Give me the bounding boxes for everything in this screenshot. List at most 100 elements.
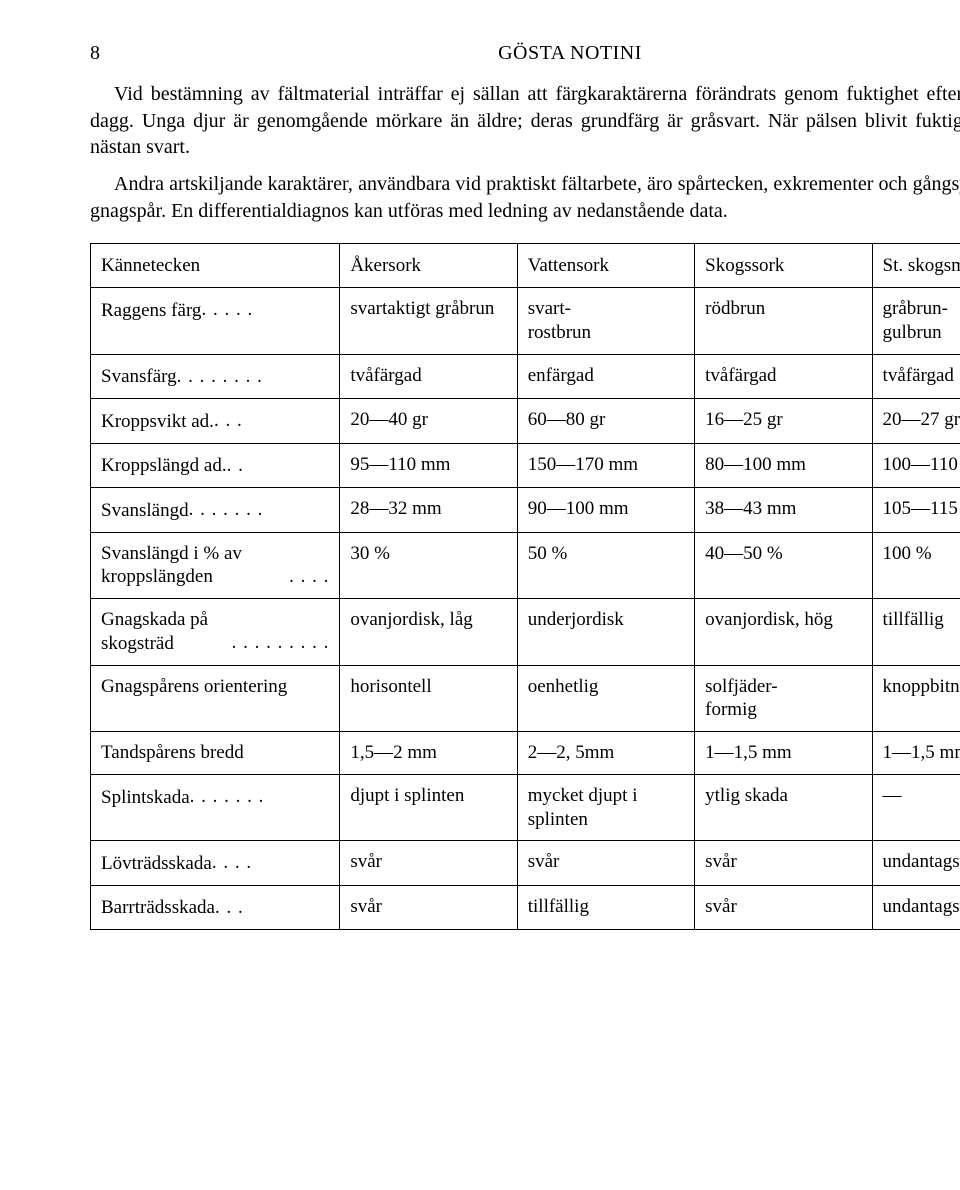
paragraph-2: Andra artskiljande karaktärer, användbar…: [90, 171, 960, 225]
table-cell: svår: [695, 885, 872, 929]
table-cell: oenhetlig: [517, 665, 694, 732]
col-header-vattensork: Vattensork: [517, 243, 694, 287]
row-label-text: Lövträdsskada: [101, 852, 212, 876]
table-cell: 95—110 mm: [340, 443, 517, 487]
row-label-text: Kroppsvikt ad.: [101, 410, 214, 434]
table-cell: 150—170 mm: [517, 443, 694, 487]
row-label: Splintskada. . . . . . .: [91, 774, 340, 841]
table-cell: svår: [517, 841, 694, 885]
col-header-stskogsmus: St. skogsmus: [872, 243, 960, 287]
table-cell: svår: [340, 885, 517, 929]
row-label-text: Barrträdsskada: [101, 896, 215, 920]
col-header-kannetecken: Kännetecken: [91, 243, 340, 287]
table-cell: rödbrun: [695, 288, 872, 355]
table-cell: solfjäder-formig: [695, 665, 872, 732]
table-cell: 90—100 mm: [517, 488, 694, 532]
col-header-akersork: Åkersork: [340, 243, 517, 287]
table-row: Svansfärg. . . . . . . .tvåfärgadenfärga…: [91, 354, 960, 398]
table-row: Tandspårens bredd1,5—2 mm2—2, 5mm1—1,5 m…: [91, 732, 960, 775]
row-label: Gnagspårens orientering: [91, 665, 340, 732]
paragraph-1: Vid bestämning av fältmaterial inträffar…: [90, 81, 960, 161]
table-cell: enfärgad: [517, 354, 694, 398]
table-cell: 16—25 gr: [695, 399, 872, 443]
table-cell: 28—32 mm: [340, 488, 517, 532]
row-label-text: Tandspårens bredd: [101, 741, 244, 765]
row-label-text: Kroppslängd ad.: [101, 454, 227, 478]
page-header: 8 GÖSTA NOTINI: [90, 40, 960, 67]
row-label-dots: . . . . . . .: [190, 784, 265, 809]
table-row: Gnagskada på skogsträd. . . . . . . . .o…: [91, 599, 960, 666]
table-cell: 60—80 gr: [517, 399, 694, 443]
table-cell: tvåfärgad: [340, 354, 517, 398]
row-label: Barrträdsskada. . .: [91, 885, 340, 929]
row-label-dots: . . . .: [289, 564, 329, 589]
row-label-dots: . . . .: [212, 850, 252, 875]
row-label-dots: . . . . .: [201, 297, 253, 322]
row-label-text: Gnagskada på skogsträd: [101, 608, 232, 656]
table-cell: 38—43 mm: [695, 488, 872, 532]
table-cell: —: [872, 774, 960, 841]
table-cell: underjordisk: [517, 599, 694, 666]
row-label: Raggens färg. . . . .: [91, 288, 340, 355]
table-cell: knoppbitning: [872, 665, 960, 732]
table-row: Svanslängd. . . . . . .28—32 mm90—100 mm…: [91, 488, 960, 532]
table-cell: svart-rostbrun: [517, 288, 694, 355]
table-row: Gnagspårens orientering horisontelloenhet…: [91, 665, 960, 732]
row-label: Kroppslängd ad.. .: [91, 443, 340, 487]
row-label-text: Splintskada: [101, 786, 190, 810]
table-cell: 80—100 mm: [695, 443, 872, 487]
row-label-text: Raggens färg: [101, 299, 201, 323]
table-row: Splintskada. . . . . . .djupt i splinten…: [91, 774, 960, 841]
row-label: Kroppsvikt ad.. . .: [91, 399, 340, 443]
table-cell: tillfällig: [872, 599, 960, 666]
table-cell: gråbrun-gulbrun: [872, 288, 960, 355]
table-cell: 1—1,5 mm: [872, 732, 960, 775]
table-cell: mycket djupt i splinten: [517, 774, 694, 841]
table-cell: svartaktigt gråbrun: [340, 288, 517, 355]
row-label-text: Svanslängd: [101, 499, 189, 523]
table-cell: tillfällig: [517, 885, 694, 929]
row-label: Svanslängd. . . . . . .: [91, 488, 340, 532]
row-label: Gnagskada på skogsträd. . . . . . . . .: [91, 599, 340, 666]
table-header-row: Kännetecken Åkersork Vattensork Skogssor…: [91, 243, 960, 287]
table-cell: undantagsvis: [872, 885, 960, 929]
table-cell: ovanjordisk, låg: [340, 599, 517, 666]
table-cell: svår: [695, 841, 872, 885]
table-cell: 100 %: [872, 532, 960, 599]
table-cell: ovanjordisk, hög: [695, 599, 872, 666]
row-label-dots: . . . . . . . .: [177, 364, 263, 389]
table-cell: ytlig skada: [695, 774, 872, 841]
row-label-text: Svansfärg: [101, 365, 177, 389]
row-label: Tandspårens bredd: [91, 732, 340, 775]
row-label-text: Svanslängd i % av kroppslängden: [101, 542, 289, 590]
table-cell: 30 %: [340, 532, 517, 599]
table-cell: 1,5—2 mm: [340, 732, 517, 775]
table-row: Barrträdsskada. . .svårtillfälligsvårund…: [91, 885, 960, 929]
row-label-text: Gnagspårens orientering: [101, 675, 287, 699]
table-row: Kroppsvikt ad.. . .20—40 gr60—80 gr16—25…: [91, 399, 960, 443]
row-label: Svansfärg. . . . . . . .: [91, 354, 340, 398]
table-cell: 40—50 %: [695, 532, 872, 599]
table-cell: tvåfärgad: [872, 354, 960, 398]
row-label-dots: . . .: [215, 895, 244, 920]
running-head: GÖSTA NOTINI: [130, 40, 960, 67]
row-label: Lövträdsskada. . . .: [91, 841, 340, 885]
row-label-dots: . . . . . . .: [189, 497, 264, 522]
table-cell: horisontell: [340, 665, 517, 732]
table-cell: undantagsvis: [872, 841, 960, 885]
row-label-dots: . . . . . . . . .: [232, 630, 330, 655]
table-cell: 2—2, 5mm: [517, 732, 694, 775]
table-cell: 20—27 gr: [872, 399, 960, 443]
table-cell: tvåfärgad: [695, 354, 872, 398]
table-row: Svanslängd i % av kroppslängden. . . . 30…: [91, 532, 960, 599]
table-cell: 100—110 mm: [872, 443, 960, 487]
table-cell: djupt i splinten: [340, 774, 517, 841]
diagnosis-table: Kännetecken Åkersork Vattensork Skogssor…: [90, 243, 960, 930]
row-label-dots: . .: [227, 453, 244, 478]
table-row: Lövträdsskada. . . .svårsvårsvårundantag…: [91, 841, 960, 885]
row-label-dots: . . .: [214, 408, 243, 433]
col-header-skogssork: Skogssork: [695, 243, 872, 287]
table-row: Raggens färg. . . . .svartaktigt gråbrun…: [91, 288, 960, 355]
table-cell: 105—115 mm: [872, 488, 960, 532]
table-cell: 1—1,5 mm: [695, 732, 872, 775]
